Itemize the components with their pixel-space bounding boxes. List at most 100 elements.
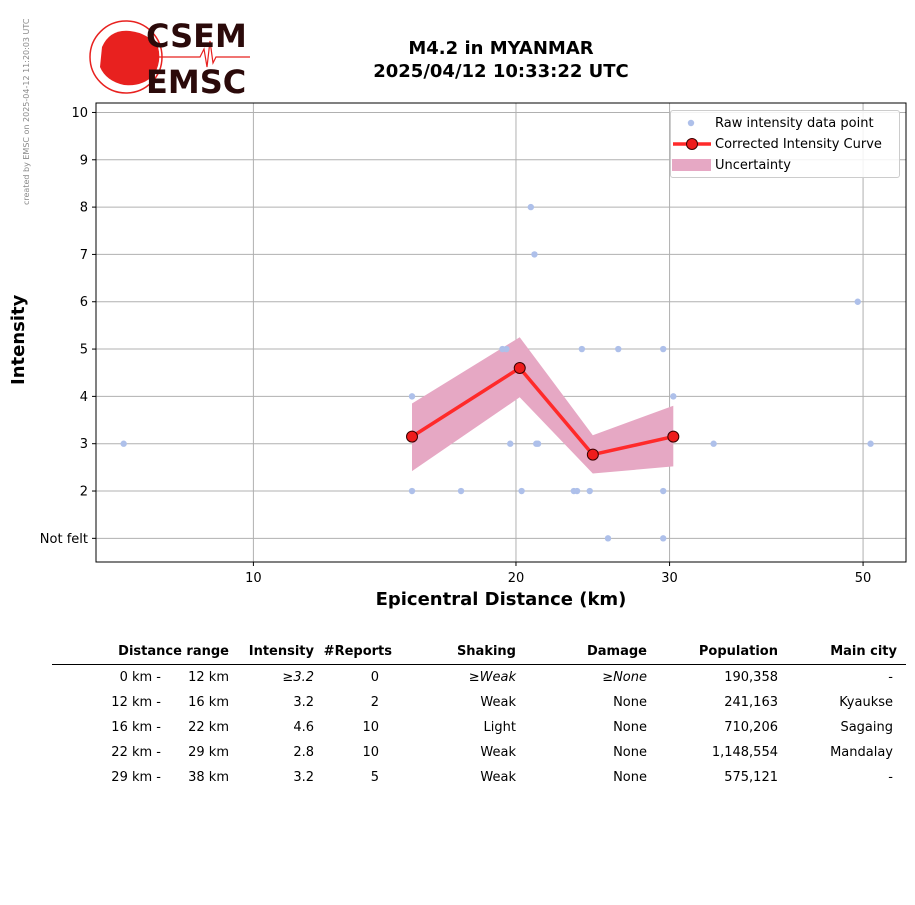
y-tick-label: 6 bbox=[80, 295, 88, 310]
x-axis-label: Epicentral Distance (km) bbox=[375, 589, 627, 610]
cell-distance-to: 12 km bbox=[188, 670, 229, 685]
table-row: 0 km - 12 km ≥3.2 0 ≥Weak ≥None 190,358 … bbox=[52, 665, 906, 691]
header-damage: Damage bbox=[586, 643, 647, 659]
cell-damage: None bbox=[613, 720, 647, 735]
y-tick-label: 8 bbox=[80, 201, 88, 216]
table-row: 12 km - 16 km 3.2 2 Weak None 241,163 Ky… bbox=[52, 690, 906, 715]
raw-data-point bbox=[408, 393, 416, 400]
raw-data-point bbox=[503, 345, 510, 353]
raw-data-point bbox=[659, 487, 667, 495]
legend-curve-label: Corrected Intensity Curve bbox=[715, 136, 882, 152]
header-population: Population bbox=[698, 643, 778, 659]
corrected-curve-point bbox=[667, 430, 680, 443]
raw-data-point bbox=[615, 345, 622, 353]
cell-distance-from: 12 km - bbox=[111, 695, 161, 710]
corrected-curve-point bbox=[586, 448, 599, 461]
y-tick-label: 2 bbox=[80, 485, 88, 500]
logo-text-csem: CSEM bbox=[146, 17, 247, 55]
chart-title-line2: 2025/04/12 10:33:22 UTC bbox=[373, 61, 629, 82]
cell-main-city: Mandalay bbox=[830, 745, 893, 760]
cell-reports: 10 bbox=[362, 720, 379, 735]
cell-main-city: Kyaukse bbox=[839, 695, 893, 710]
corrected-curve-line bbox=[411, 366, 674, 457]
header-reports: #Reports bbox=[323, 643, 392, 659]
cell-reports: 10 bbox=[362, 745, 379, 760]
legend-raw-symbol bbox=[687, 119, 695, 127]
cell-shaking: ≥Weak bbox=[468, 670, 516, 685]
cell-population: 575,121 bbox=[724, 770, 778, 785]
table-row: 29 km - 38 km 3.2 5 Weak None 575,121 - bbox=[52, 765, 906, 790]
cell-intensity: 3.2 bbox=[293, 695, 314, 710]
cell-intensity: ≥3.2 bbox=[282, 670, 314, 685]
cell-distance-to: 22 km bbox=[188, 720, 229, 735]
cell-reports: 5 bbox=[370, 770, 379, 785]
logo-seismogram bbox=[158, 40, 250, 68]
raw-data-point bbox=[120, 440, 127, 447]
raw-data-point bbox=[659, 345, 667, 353]
y-tick-label: 10 bbox=[71, 106, 88, 121]
cell-distance-to: 29 km bbox=[188, 745, 229, 760]
y-tick-label: 7 bbox=[80, 248, 88, 263]
chart-title-line1: M4.2 in MYANMAR bbox=[408, 38, 594, 59]
chart-legend: Raw intensity data point Corrected Inten… bbox=[670, 110, 900, 178]
cell-intensity: 3.2 bbox=[293, 770, 314, 785]
cell-shaking: Light bbox=[483, 720, 516, 735]
raw-data-point bbox=[659, 535, 667, 542]
legend-item-curve: Corrected Intensity Curve bbox=[671, 134, 882, 154]
y-tick-label: 5 bbox=[80, 343, 88, 358]
cell-main-city: - bbox=[888, 670, 893, 685]
y-axis-label: Intensity bbox=[8, 294, 29, 385]
header-distance-range: Distance range bbox=[118, 643, 229, 659]
cell-damage: None bbox=[613, 770, 647, 785]
raw-data-point bbox=[534, 440, 542, 447]
legend-raw-label: Raw intensity data point bbox=[715, 115, 874, 131]
corrected-curve-point bbox=[513, 361, 526, 374]
legend-uncertainty-label: Uncertainty bbox=[715, 157, 791, 173]
x-tick-label: 50 bbox=[855, 571, 872, 586]
cell-reports: 0 bbox=[370, 670, 379, 685]
raw-data-point bbox=[527, 203, 535, 211]
raw-data-point bbox=[408, 487, 416, 495]
cell-damage: None bbox=[613, 695, 647, 710]
raw-data-point bbox=[867, 440, 874, 447]
intensity-table: Distance range Intensity #Reports Shakin… bbox=[52, 640, 906, 790]
raw-data-point bbox=[586, 487, 593, 495]
raw-data-point bbox=[573, 487, 581, 495]
cell-intensity: 2.8 bbox=[293, 745, 314, 760]
cell-population: 241,163 bbox=[724, 695, 778, 710]
emsc-logo: CSEM EMSC bbox=[89, 17, 250, 97]
uncertainty-band bbox=[412, 337, 674, 474]
cell-shaking: Weak bbox=[480, 695, 516, 710]
x-tick-label: 30 bbox=[661, 571, 678, 586]
raw-data-point bbox=[604, 535, 612, 542]
raw-data-point bbox=[854, 298, 861, 305]
legend-uncertainty-symbol bbox=[672, 159, 711, 171]
raw-data-point bbox=[518, 487, 525, 495]
header-intensity: Intensity bbox=[248, 643, 314, 659]
raw-data-point bbox=[670, 393, 677, 400]
intensity-chart: Not felt 2 3 4 5 6 7 8 9 10 10 20 30 50 bbox=[40, 102, 907, 586]
y-tick-label: 4 bbox=[80, 390, 88, 405]
cell-population: 710,206 bbox=[724, 720, 778, 735]
cell-main-city: Sagaing bbox=[840, 720, 893, 735]
cell-main-city: - bbox=[888, 770, 893, 785]
cell-population: 1,148,554 bbox=[711, 745, 778, 760]
y-tick-label: 9 bbox=[80, 153, 88, 168]
cell-damage: None bbox=[613, 745, 647, 760]
legend-item-uncertainty: Uncertainty bbox=[671, 155, 791, 175]
y-tick-label: Not felt bbox=[40, 532, 88, 547]
cell-distance-to: 16 km bbox=[188, 695, 229, 710]
raw-data-point bbox=[457, 487, 465, 495]
plot-frame bbox=[95, 102, 907, 563]
logo-map bbox=[100, 30, 160, 86]
cell-damage: ≥None bbox=[602, 670, 647, 685]
cell-distance-to: 38 km bbox=[188, 770, 229, 785]
cell-population: 190,358 bbox=[724, 670, 778, 685]
raw-data-point bbox=[507, 440, 514, 447]
cell-distance-from: 16 km - bbox=[111, 720, 161, 735]
cell-intensity: 4.6 bbox=[293, 720, 314, 735]
corrected-curve-point bbox=[406, 430, 419, 443]
cell-shaking: Weak bbox=[480, 745, 516, 760]
raw-data-point bbox=[531, 251, 538, 258]
x-tick-label: 20 bbox=[508, 571, 525, 586]
